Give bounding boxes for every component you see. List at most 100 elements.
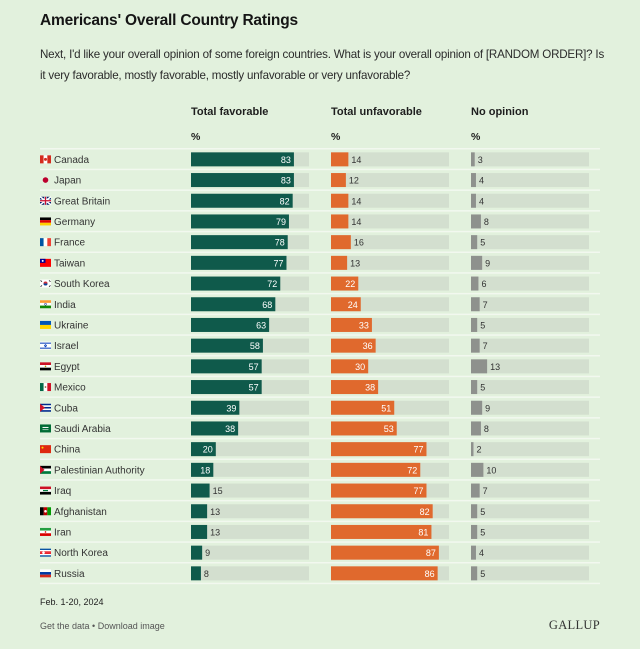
bar-track [191, 524, 309, 539]
data-label: 87 [426, 548, 436, 558]
data-label: 8 [204, 569, 209, 579]
taiwan-flag-icon [40, 258, 51, 267]
bar-track [471, 173, 589, 188]
bar-unfavorable [331, 152, 349, 167]
bar-favorable [191, 380, 262, 395]
bar-unfavorable [331, 255, 348, 270]
get-data-link[interactable]: Get the data [40, 621, 90, 631]
data-label: 14 [351, 196, 361, 206]
data-label: 9 [205, 548, 210, 558]
bar-track [471, 504, 589, 519]
data-label: 30 [355, 362, 365, 372]
data-label: 77 [273, 258, 283, 268]
israel-flag-icon [40, 341, 51, 350]
bar-favorable [191, 524, 208, 539]
data-label: 78 [275, 238, 285, 248]
bar-no-opinion [471, 380, 478, 395]
country-label: China [54, 445, 81, 456]
iran-flag-icon [40, 527, 51, 536]
bar-favorable [191, 359, 262, 374]
bar-track [331, 193, 449, 208]
bar-unfavorable [331, 193, 349, 208]
download-image-link[interactable]: Download image [97, 621, 165, 631]
bar-track [331, 235, 449, 250]
bar-no-opinion [471, 400, 483, 415]
country-label: India [54, 300, 76, 311]
bar-track [471, 442, 589, 457]
data-label: 7 [483, 300, 488, 310]
bar-no-opinion [471, 317, 478, 332]
bar-no-opinion [471, 276, 479, 291]
data-label: 83 [281, 155, 291, 165]
country-label: Russia [54, 569, 85, 580]
bar-unfavorable [331, 462, 421, 477]
bar-track [471, 338, 589, 353]
bar-no-opinion [471, 214, 481, 229]
afghanistan-flag-icon [40, 507, 51, 516]
country-label: Taiwan [54, 258, 85, 269]
data-label: 13 [210, 507, 220, 517]
iraq-flag-icon [40, 486, 51, 495]
data-label: 39 [226, 403, 236, 413]
data-label: 20 [203, 445, 213, 455]
column-header-no-opinion: No opinion [471, 106, 529, 118]
row-separator [40, 272, 600, 274]
bar-unfavorable [331, 359, 369, 374]
country-label: Iraq [54, 486, 71, 497]
bar-track [331, 152, 449, 167]
japan-flag-icon [42, 177, 49, 183]
bar-unfavorable [331, 297, 361, 312]
country-label: Afghanistan [54, 507, 107, 518]
data-label: 7 [483, 486, 488, 496]
data-label: 8 [484, 217, 489, 227]
bar-track [471, 483, 589, 498]
data-label: 5 [480, 383, 485, 393]
row-separator [40, 189, 600, 191]
column-unit-favorable: % [191, 131, 201, 143]
bar-track [471, 462, 589, 477]
data-label: 16 [354, 238, 364, 248]
bar-no-opinion [471, 566, 478, 581]
bar-unfavorable [331, 214, 349, 229]
data-label: 72 [407, 465, 417, 475]
country-label: Iran [54, 527, 71, 538]
bar-track [471, 545, 589, 560]
ukraine-flag-icon [40, 320, 51, 329]
bar-track [471, 193, 589, 208]
bar-unfavorable [331, 504, 433, 519]
bar-favorable [191, 462, 214, 477]
bar-track [471, 359, 589, 374]
bar-unfavorable [331, 380, 379, 395]
data-label: 86 [425, 569, 435, 579]
bar-track [331, 255, 449, 270]
data-label: 38 [365, 383, 375, 393]
row-separator [40, 168, 600, 171]
bar-favorable [191, 235, 288, 250]
bar-track [331, 276, 449, 291]
bar-track [471, 421, 589, 436]
data-label: 38 [225, 424, 235, 434]
data-label: 18 [200, 465, 210, 475]
bar-favorable [191, 442, 216, 457]
row-separator [40, 355, 600, 357]
bar-no-opinion [471, 504, 478, 519]
bar-unfavorable [331, 173, 346, 188]
data-label: 57 [249, 383, 259, 393]
country-label: Ukraine [54, 320, 89, 331]
france-flag-icon [40, 238, 51, 247]
gallup-logo: GALLUP [548, 618, 600, 632]
bar-no-opinion [471, 173, 476, 188]
data-label: 22 [345, 279, 355, 289]
data-label: 5 [480, 507, 485, 517]
bar-unfavorable [331, 338, 376, 353]
bar-favorable [191, 276, 281, 291]
row-separator [40, 541, 600, 543]
row-separator [40, 313, 600, 316]
country-label: Israel [54, 341, 78, 352]
country-label: Saudi Arabia [54, 424, 111, 435]
data-label: 7 [483, 341, 488, 351]
bar-no-opinion [471, 152, 475, 167]
bar-track [471, 152, 589, 167]
bar-track [191, 566, 309, 581]
data-label: 13 [210, 527, 220, 537]
